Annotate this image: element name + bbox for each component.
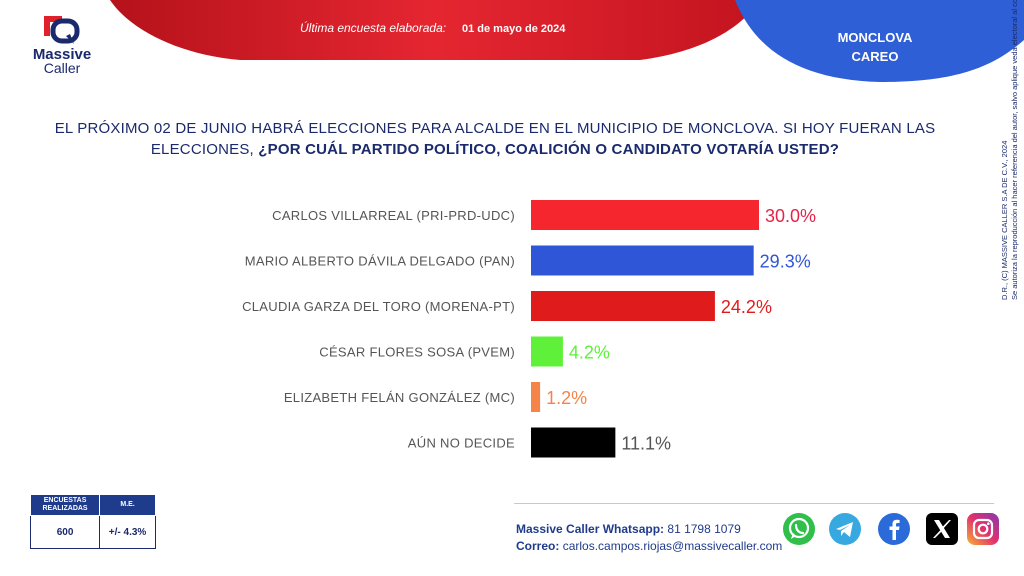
bar — [531, 200, 759, 230]
survey-question: EL PRÓXIMO 02 DE JUNIO HABRÁ ELECCIONES … — [40, 118, 950, 160]
email-value[interactable]: carlos.campos.riojas@massivecaller.com — [562, 539, 783, 553]
surveys-header: ENCUESTAS REALIZADAS — [29, 494, 101, 516]
category-label: CÉSAR FLORES SOSA (PVEM) — [319, 345, 515, 360]
value-label: 24.2% — [721, 297, 772, 317]
legal-line2: Se autoriza la reproducción al hacer ref… — [1010, 0, 1019, 300]
question-part2: ¿POR CUÁL PARTIDO POLÍTICO, COALICIÓN O … — [258, 141, 840, 158]
bar — [531, 336, 563, 367]
vote-intention-chart: CARLOS VILLARREAL (PRI-PRD-UDC) 30.0% MARI… — [242, 200, 816, 458]
footer-divider — [514, 503, 994, 504]
email-label: Correo: — [516, 539, 560, 553]
value-label: 30.0% — [765, 206, 816, 226]
whatsapp-icon[interactable] — [782, 512, 816, 546]
legal-notice: D.R., (C) MASSIVE CALLER S.A DE C.V., 20… — [1000, 0, 1020, 300]
category-label: MARIO ALBERTO DÁVILA DELGADO (PAN) — [245, 254, 515, 269]
email-contact: Correo: carlos.campos.riojas@massivecall… — [516, 539, 782, 553]
margin-error-header: M.E. — [99, 494, 156, 516]
category-label: CLAUDIA GARZA DEL TORO (MORENA-PT) — [242, 299, 515, 314]
whatsapp-contact: Massive Caller Whatsapp: 81 1798 1079 — [516, 522, 741, 536]
bar — [531, 382, 541, 412]
header-background — [110, 0, 1024, 82]
telegram-icon[interactable] — [828, 512, 862, 546]
surveys-header-line2: REALIZADAS — [42, 505, 88, 512]
brand-line1: Massive — [32, 46, 92, 63]
category-label: CARLOS VILLARREAL (PRI-PRD-UDC) — [272, 208, 515, 223]
survey-date: 01 de mayo de 2024 — [462, 23, 566, 35]
category-label: ELIZABETH FELÁN GONZÁLEZ (MC) — [284, 390, 515, 405]
whatsapp-label: Massive Caller Whatsapp: — [516, 522, 665, 536]
legal-line1: D.R., (C) MASSIVE CALLER S.A DE C.V., 20… — [1000, 140, 1009, 300]
region-label: MONCLOVA CAREO — [800, 28, 950, 66]
margin-error-value: +/- 4.3% — [99, 515, 156, 549]
survey-label: Última encuesta elaborada: — [300, 21, 447, 35]
value-label: 11.1% — [621, 434, 671, 454]
value-label: 1.2% — [546, 388, 587, 408]
survey-stats-table: ENCUESTAS REALIZADAS M.E. 600 +/- 4.3% — [29, 494, 156, 549]
value-label: 29.3% — [760, 252, 811, 272]
x-icon[interactable] — [925, 512, 959, 546]
question-part1: EL PRÓXIMO 02 DE JUNIO HABRÁ ELECCIONES … — [54, 120, 936, 158]
value-label: 4.2% — [569, 343, 610, 363]
region-line1: MONCLOVA — [837, 30, 913, 45]
category-label: AÚN NO DECIDE — [408, 436, 515, 451]
region-line2: CAREO — [851, 49, 899, 64]
surveys-value: 600 — [29, 515, 101, 549]
whatsapp-number: 81 1798 1079 — [667, 522, 741, 536]
bar — [531, 245, 754, 276]
facebook-icon[interactable] — [877, 512, 911, 546]
instagram-icon[interactable] — [966, 512, 1000, 546]
bar — [531, 427, 616, 458]
massive-caller-logo-icon — [44, 16, 80, 44]
brand-line2: Caller — [43, 60, 81, 76]
surveys-header-line1: ENCUESTAS — [43, 497, 87, 504]
bar — [531, 291, 715, 321]
